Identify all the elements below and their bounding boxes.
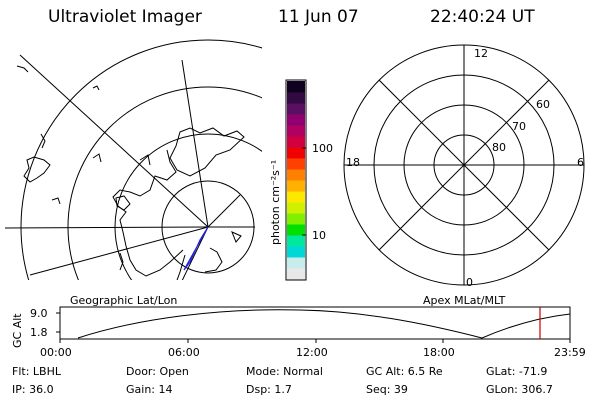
color-bar-stripe <box>287 103 305 115</box>
altitude-plot <box>56 306 571 343</box>
mlt-label-18: 18 <box>346 156 360 169</box>
color-bar-stripe <box>287 213 305 225</box>
mlt-label-12: 12 <box>474 47 488 60</box>
date-label: 11 Jun 07 <box>278 7 359 27</box>
info-glat: GLat: -71.9 <box>486 365 548 378</box>
info-seq: Seq: 39 <box>366 383 408 396</box>
mlat-label-60: 60 <box>536 98 550 111</box>
info-mode: Mode: Normal <box>246 365 323 378</box>
mlat-label-80: 80 <box>492 141 506 154</box>
info-gc-alt: GC Alt: 6.5 Re <box>366 365 443 378</box>
color-bar-stripe <box>287 180 305 192</box>
color-bar-stripe <box>287 202 305 214</box>
altitude-ylabel: GC Alt <box>11 313 24 348</box>
color-bar-stripe <box>287 191 305 203</box>
satellite-track <box>183 226 209 271</box>
color-bar-stripe <box>287 92 305 104</box>
info-filter: Flt: LBHL <box>12 365 61 378</box>
info-gain: Gain: 14 <box>126 383 173 396</box>
mlat-label-70: 70 <box>512 120 526 133</box>
altitude-xtick-1200: 12:00 <box>296 346 328 359</box>
time-label: 22:40:24 UT <box>430 7 535 27</box>
apex-caption: Apex MLat/MLT <box>423 294 506 307</box>
color-bar-stripe <box>287 235 305 247</box>
geographic-map <box>4 39 262 280</box>
colorbar-tick-100: 100 <box>312 142 333 155</box>
mlt-label-6: 6 <box>577 156 584 169</box>
info-ip: IP: 36.0 <box>12 383 54 396</box>
colorbar-tick-10: 10 <box>312 229 326 242</box>
altitude-xtick-2359: 23:59 <box>554 346 586 359</box>
color-bar-stripe <box>287 268 305 280</box>
color-bar <box>285 79 307 281</box>
color-bar-stripe <box>287 147 305 159</box>
altitude-ytick-9: 9.0 <box>30 307 48 320</box>
info-glon: GLon: 306.7 <box>486 383 553 396</box>
altitude-xtick-0600: 06:00 <box>168 346 200 359</box>
color-bar-stripe <box>287 224 305 236</box>
polar-plot <box>343 44 585 286</box>
altitude-xtick-0000: 00:00 <box>40 346 72 359</box>
color-bar-stripe <box>287 257 305 269</box>
color-bar-stripes <box>287 81 305 280</box>
geographic-caption: Geographic Lat/Lon <box>70 294 178 307</box>
color-bar-stripe <box>287 81 305 93</box>
info-door: Door: Open <box>126 365 189 378</box>
color-bar-stripe <box>287 114 305 126</box>
altitude-xtick-1800: 18:00 <box>423 346 455 359</box>
color-bar-stripe <box>287 125 305 137</box>
colorbar-unit-label: photon cm⁻²s⁻¹ <box>269 159 282 245</box>
altitude-ytick-1-8: 1.8 <box>30 326 48 339</box>
instrument-title: Ultraviolet Imager <box>48 7 202 27</box>
color-bar-stripe <box>287 246 305 258</box>
color-bar-stripe <box>287 158 305 170</box>
info-dsp: Dsp: 1.7 <box>246 383 292 396</box>
mlt-label-0: 0 <box>466 276 473 289</box>
color-bar-stripe <box>287 136 305 148</box>
color-bar-stripe <box>287 169 305 181</box>
